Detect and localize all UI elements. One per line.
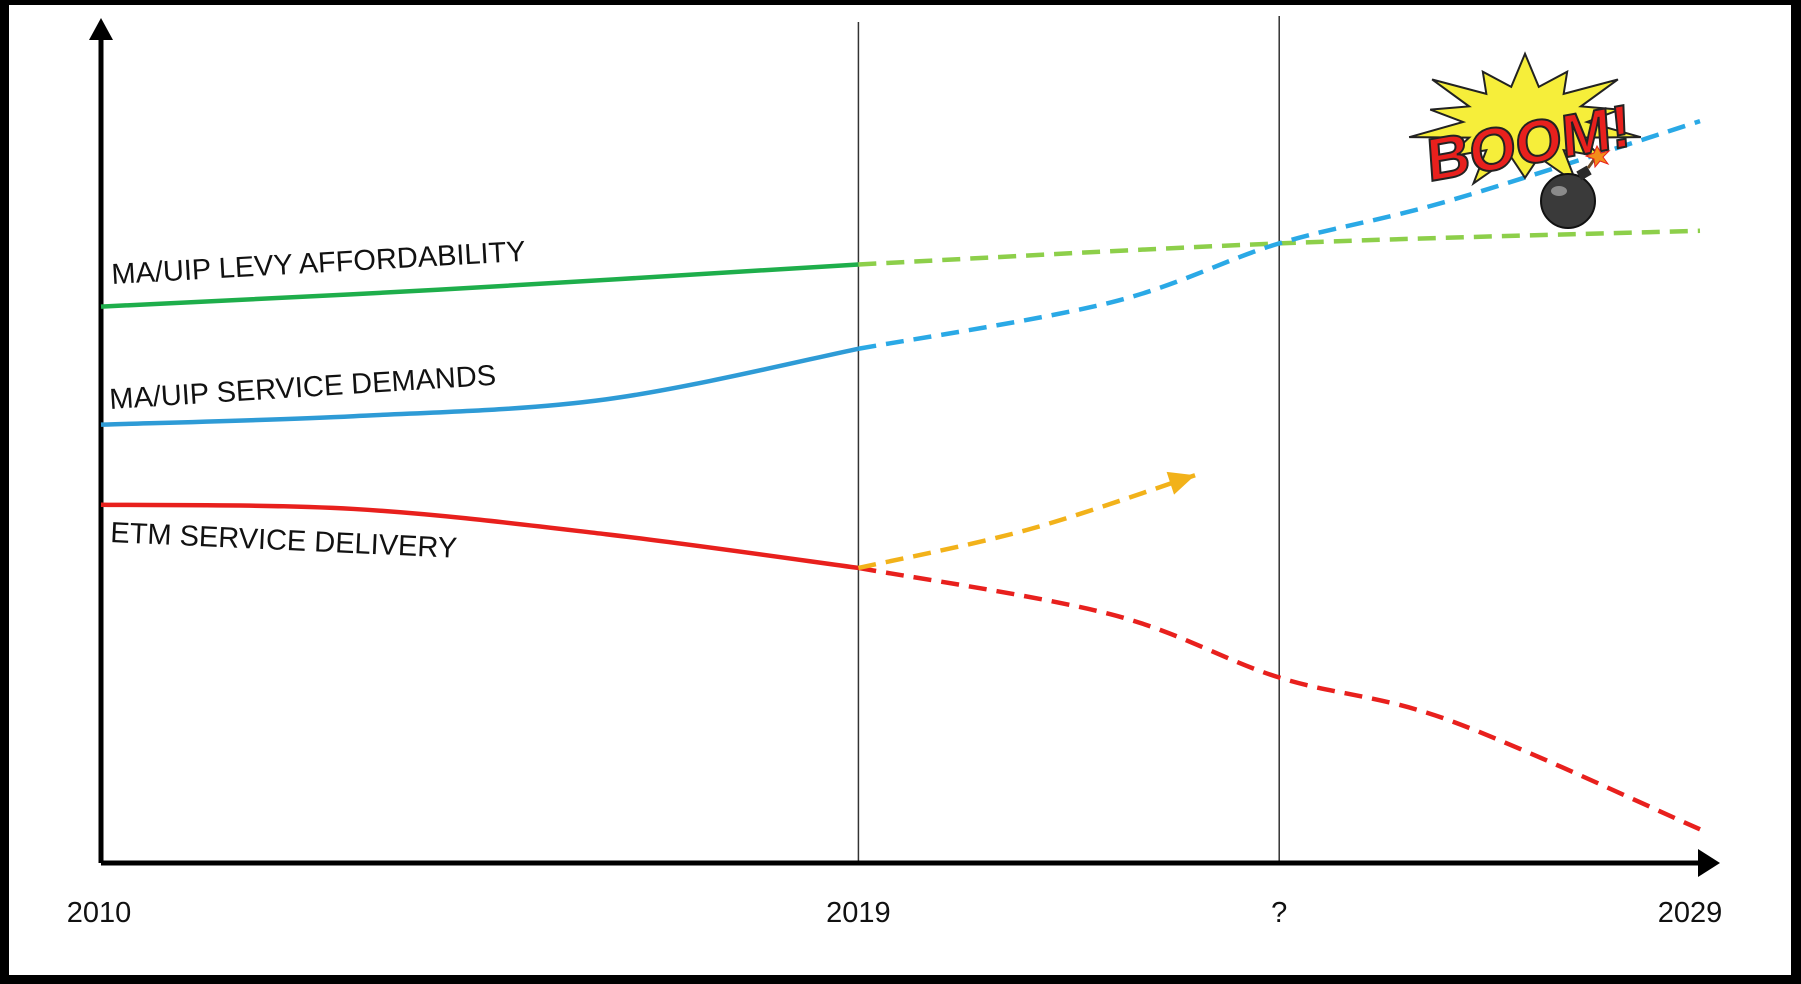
series-1-actual-line (100, 346, 859, 427)
series-2-actual-line (100, 502, 859, 571)
explosion-burst-icon (1408, 51, 1642, 187)
series-layer (100, 119, 1701, 832)
y-axis-arrow-icon (89, 18, 113, 40)
series-3-arrowhead-icon (1166, 471, 1196, 495)
series-1-projection-line (858, 119, 1701, 351)
bomb-icon (1540, 144, 1611, 229)
x-axis-arrow-icon (1698, 849, 1720, 877)
series-0-actual-line (100, 262, 859, 309)
series-label-service-demands: MA/UIP SERVICE DEMANDS (108, 360, 497, 416)
series-3-projection-line (857, 473, 1196, 571)
x-tick-label-2010: 2010 (67, 897, 132, 929)
series-2-projection-line (858, 565, 1701, 832)
series-label-levy-affordability: MA/UIP LEVY AFFORDABILITY (111, 236, 527, 291)
x-tick-label-2029: 2029 (1658, 897, 1723, 929)
x-tick-label-2019: 2019 (826, 897, 891, 929)
series-label-service-delivery: ETM SERVICE DELIVERY (110, 517, 458, 565)
x-tick-label-question: ? (1271, 897, 1287, 929)
